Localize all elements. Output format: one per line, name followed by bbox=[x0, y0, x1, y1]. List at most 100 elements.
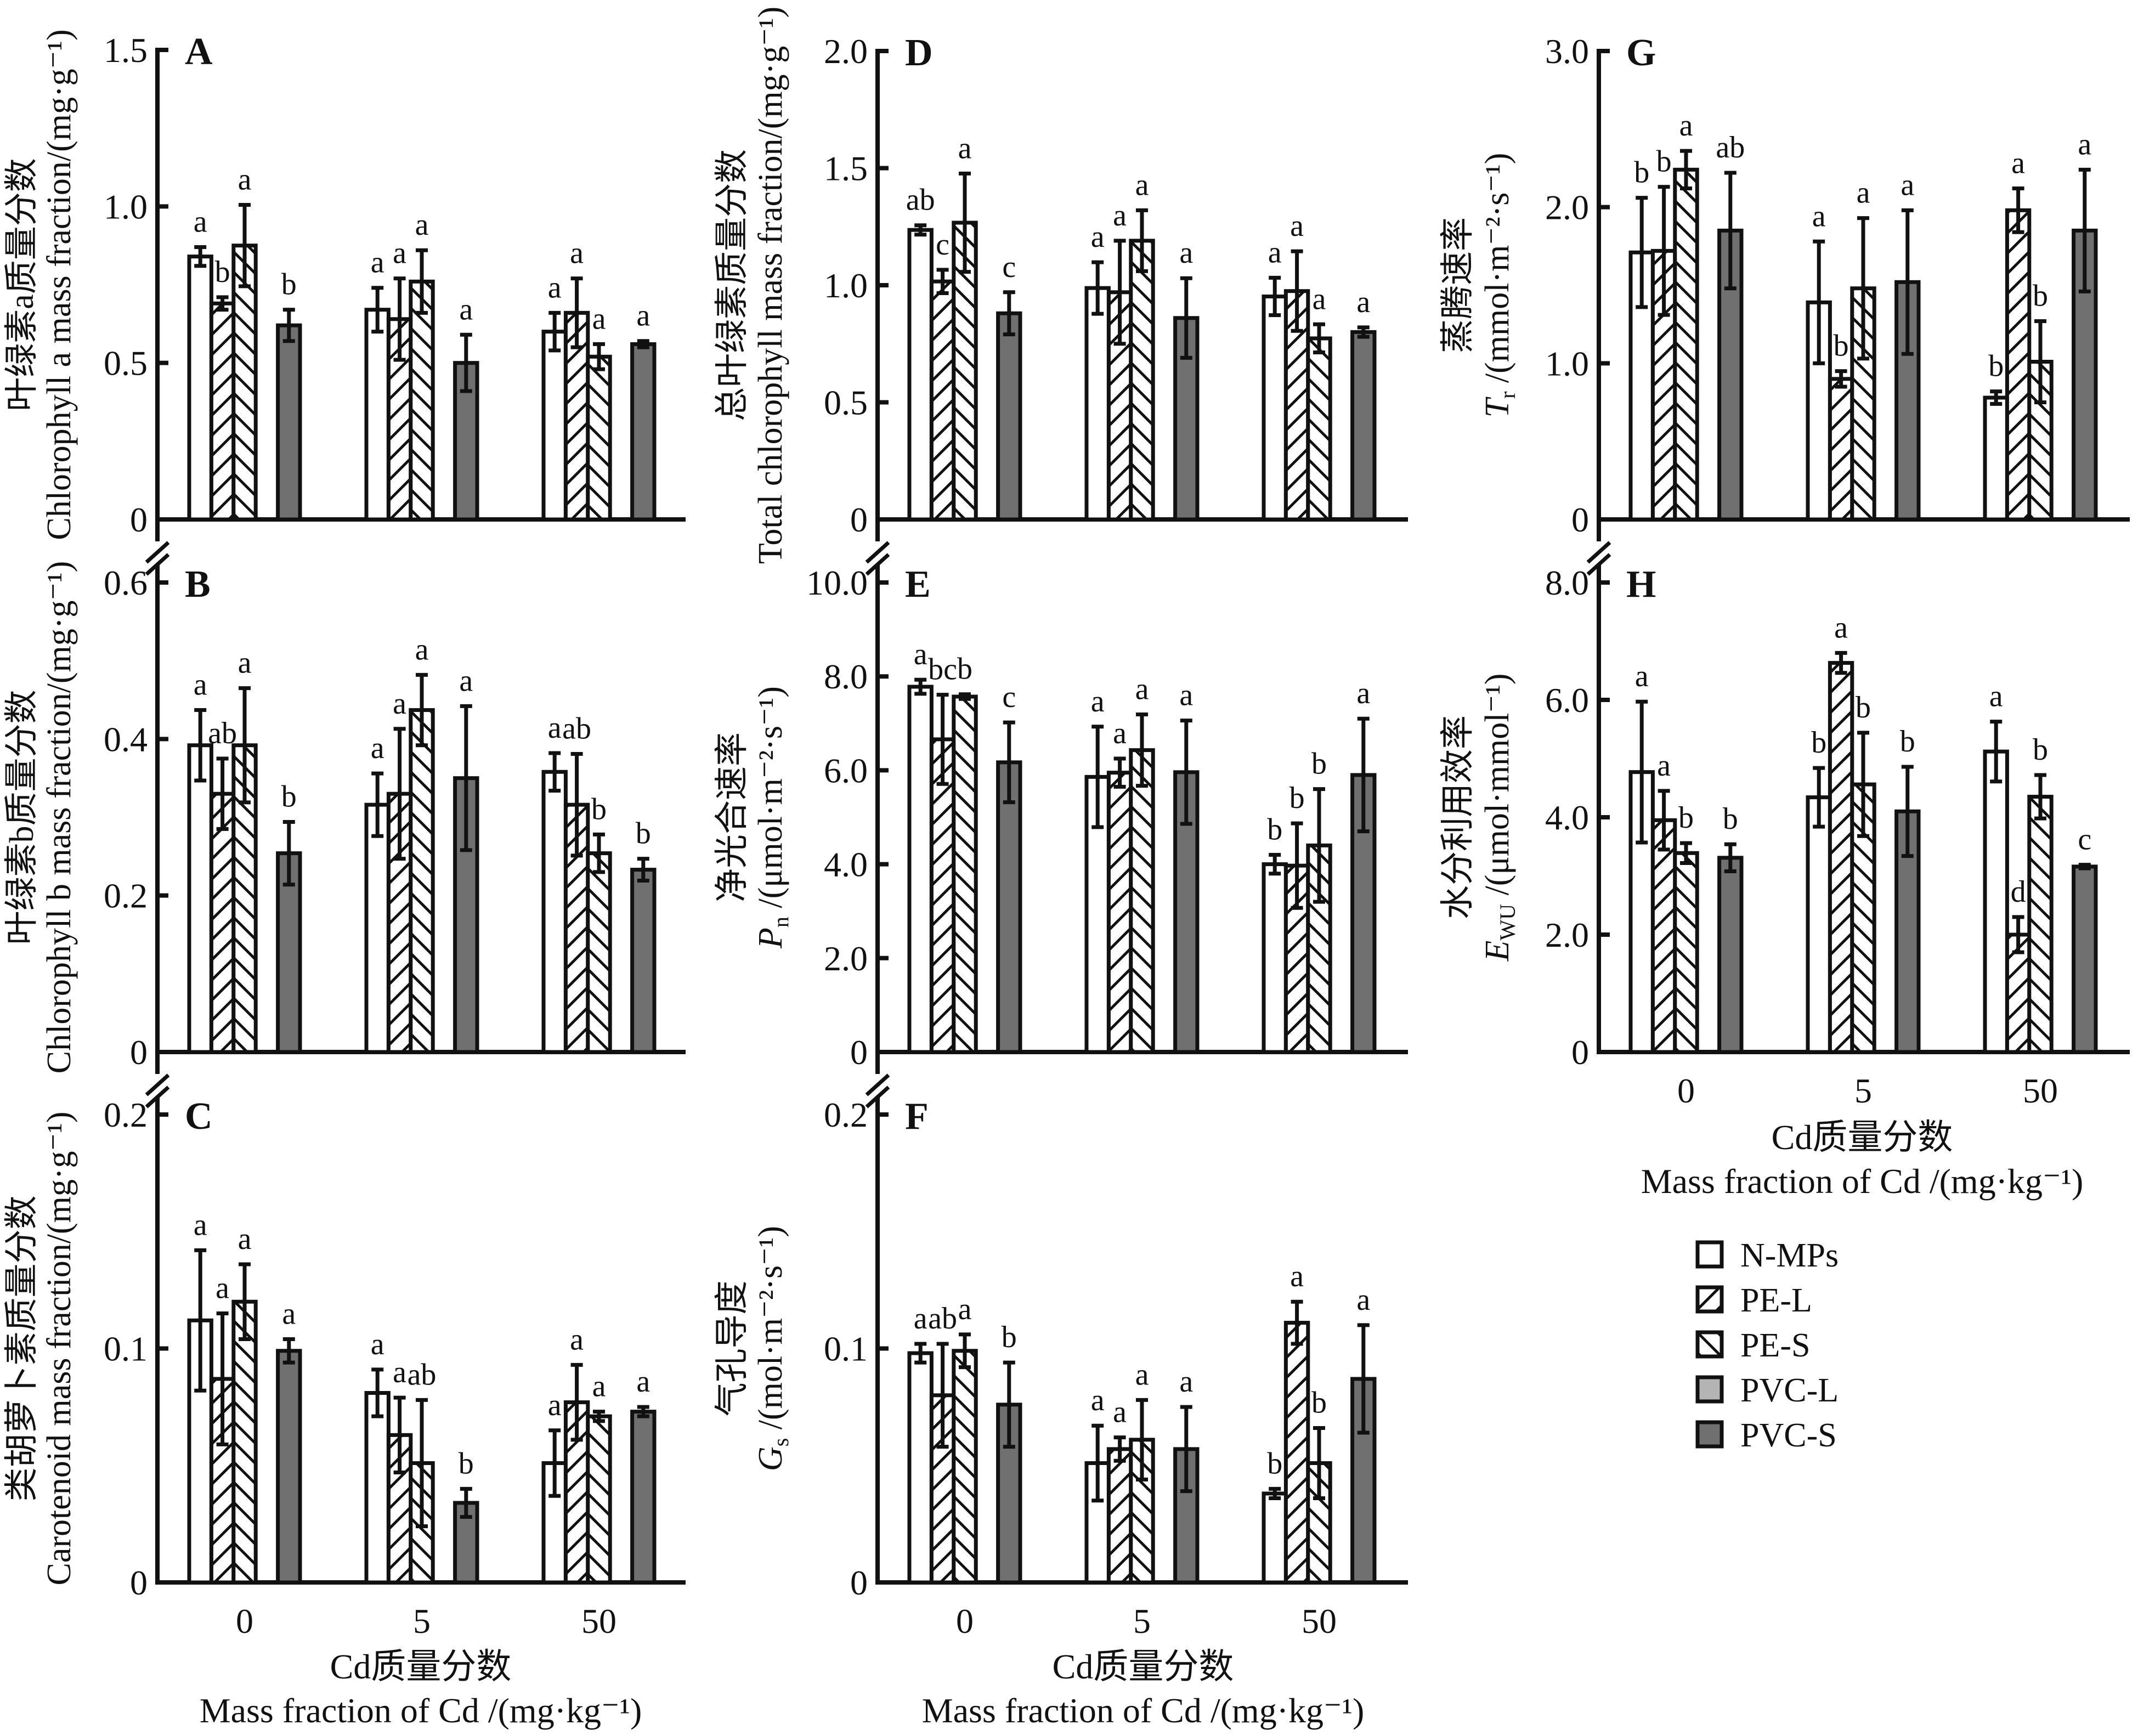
significance-letter: a bbox=[1834, 610, 1848, 644]
significance-letter: a bbox=[238, 646, 252, 680]
significance-letter: ab bbox=[1716, 131, 1745, 165]
y-axis-title-en: Carotenoid mass fraction/(mg·g⁻¹) bbox=[41, 1112, 78, 1586]
bar-pe-l bbox=[929, 737, 956, 1054]
significance-letter: a bbox=[194, 205, 207, 239]
y-tick-label: 0 bbox=[850, 1563, 868, 1602]
significance-letter: b bbox=[1811, 726, 1826, 760]
bar-pe-s bbox=[586, 1414, 612, 1585]
bar-pe-s bbox=[586, 354, 612, 522]
axis-break-mark bbox=[1586, 541, 1611, 564]
bar-pe-s bbox=[1673, 167, 1699, 522]
y-tick-label: 0.1 bbox=[104, 1330, 148, 1369]
significance-letter: a bbox=[548, 711, 562, 745]
bar-n-mps bbox=[187, 743, 213, 1054]
y-tick-label: 2.0 bbox=[824, 32, 868, 71]
bar-n-mps bbox=[1262, 1491, 1288, 1585]
significance-letter: b bbox=[2033, 733, 2048, 767]
significance-letter: a bbox=[2078, 127, 2091, 161]
significance-letter: b bbox=[1267, 1446, 1282, 1480]
y-tick-label: 2.0 bbox=[1545, 915, 1589, 954]
significance-letter: a bbox=[1113, 199, 1127, 233]
x-title-cn-col1: Cd质量分数 bbox=[330, 1647, 512, 1686]
significance-letter: b bbox=[215, 255, 230, 289]
legend-label: N-MPs bbox=[1740, 1237, 1839, 1274]
significance-letter: a bbox=[371, 246, 384, 280]
x-axis-titles: Cd质量分数 Mass fraction of Cd /(mg·kg⁻¹) Cd… bbox=[200, 1118, 2084, 1730]
bar-pe-l bbox=[1828, 377, 1854, 522]
significance-letter: a bbox=[194, 668, 207, 702]
bar-n-mps bbox=[364, 308, 391, 522]
bar-pe-s bbox=[1306, 843, 1332, 1054]
significance-letter: a bbox=[1268, 235, 1282, 269]
y-axis-title-cn: 净光合速率 bbox=[714, 732, 751, 902]
significance-letter: a bbox=[1135, 1358, 1149, 1392]
y-tick-label: 0.2 bbox=[104, 1095, 148, 1134]
significance-letter: a bbox=[592, 1370, 606, 1404]
significance-letter: a bbox=[1356, 676, 1370, 710]
x-title-cn-col2: Cd质量分数 bbox=[1053, 1647, 1234, 1686]
x-tick-label: 50 bbox=[1302, 1602, 1337, 1641]
bar-pvc-s bbox=[630, 1410, 657, 1585]
significance-letter: a bbox=[914, 1302, 927, 1336]
bar-pvc-s bbox=[996, 311, 1022, 522]
significance-letter: ab bbox=[928, 1302, 957, 1336]
bar-pe-l bbox=[929, 279, 956, 522]
significance-letter: a bbox=[570, 1322, 584, 1356]
significance-letter: a bbox=[636, 1365, 650, 1399]
bar-pe-l bbox=[1106, 771, 1133, 1054]
axis-break-mark bbox=[145, 1073, 170, 1096]
y-tick-label: 0 bbox=[130, 1033, 148, 1072]
axis-break-mark bbox=[145, 541, 170, 564]
significance-letter: a bbox=[1356, 1283, 1370, 1317]
bar-pe-l bbox=[1106, 1447, 1133, 1585]
significance-letter: a bbox=[415, 632, 429, 666]
x-tick-label: 0 bbox=[236, 1602, 253, 1641]
significance-letter: a bbox=[1113, 1395, 1127, 1429]
significance-letter: b bbox=[591, 792, 607, 826]
significance-letter: c bbox=[936, 228, 949, 262]
significance-letter: a bbox=[1135, 168, 1149, 202]
significance-letter: b bbox=[1311, 1386, 1327, 1420]
bar-pe-l bbox=[2005, 932, 2032, 1054]
bar-pe-s bbox=[1306, 336, 1332, 522]
x-title-en-col1: Mass fraction of Cd /(mg·kg⁻¹) bbox=[200, 1691, 642, 1730]
bar-pe-s bbox=[952, 694, 978, 1054]
significance-letter: c bbox=[1002, 680, 1016, 714]
y-tick-label: 6.0 bbox=[1545, 681, 1589, 720]
y-axis-title-cn: 气孔导度 bbox=[714, 1280, 751, 1416]
bar-pvc-s bbox=[1350, 330, 1377, 522]
significance-letter: ab bbox=[408, 1358, 437, 1392]
bar-pe-l bbox=[1283, 1321, 1310, 1585]
x-tick-label: 5 bbox=[413, 1602, 431, 1641]
significance-letter: a bbox=[238, 1222, 252, 1256]
bar-pe-s bbox=[586, 851, 612, 1054]
significance-letter: a bbox=[1857, 176, 1870, 210]
significance-letter: a bbox=[459, 292, 473, 326]
x-tick-label: 0 bbox=[1677, 1071, 1695, 1110]
y-tick-label: 1.5 bbox=[104, 31, 148, 70]
significance-letter: a bbox=[1356, 285, 1370, 319]
panel-letter: F bbox=[905, 1095, 929, 1138]
bar-n-mps bbox=[364, 802, 391, 1054]
significance-letter: a bbox=[1179, 678, 1193, 713]
significance-letter: a bbox=[1313, 282, 1326, 316]
panel-letter: D bbox=[905, 32, 933, 74]
significance-letter: a bbox=[1657, 749, 1671, 783]
bar-pe-s bbox=[2027, 795, 2054, 1054]
bar-pvc-s bbox=[276, 1349, 302, 1585]
x-tick-label: 50 bbox=[581, 1602, 616, 1641]
significance-letter: a bbox=[371, 1327, 384, 1361]
significance-letter: a bbox=[548, 1388, 562, 1422]
significance-letter: b bbox=[1723, 802, 1738, 836]
significance-letter: a bbox=[1091, 685, 1105, 719]
significance-letter: a bbox=[1635, 659, 1649, 693]
bar-pvc-s bbox=[630, 342, 657, 522]
significance-letter: a bbox=[1290, 1259, 1304, 1293]
significance-letter: a bbox=[548, 270, 562, 304]
x-tick-label: 0 bbox=[956, 1602, 974, 1641]
panel-c: 0 0.1 0.2 C 类胡萝卜素质量分数 Carotenoid mass fractio… bbox=[3, 1095, 686, 1641]
bar-n-mps bbox=[187, 255, 213, 522]
